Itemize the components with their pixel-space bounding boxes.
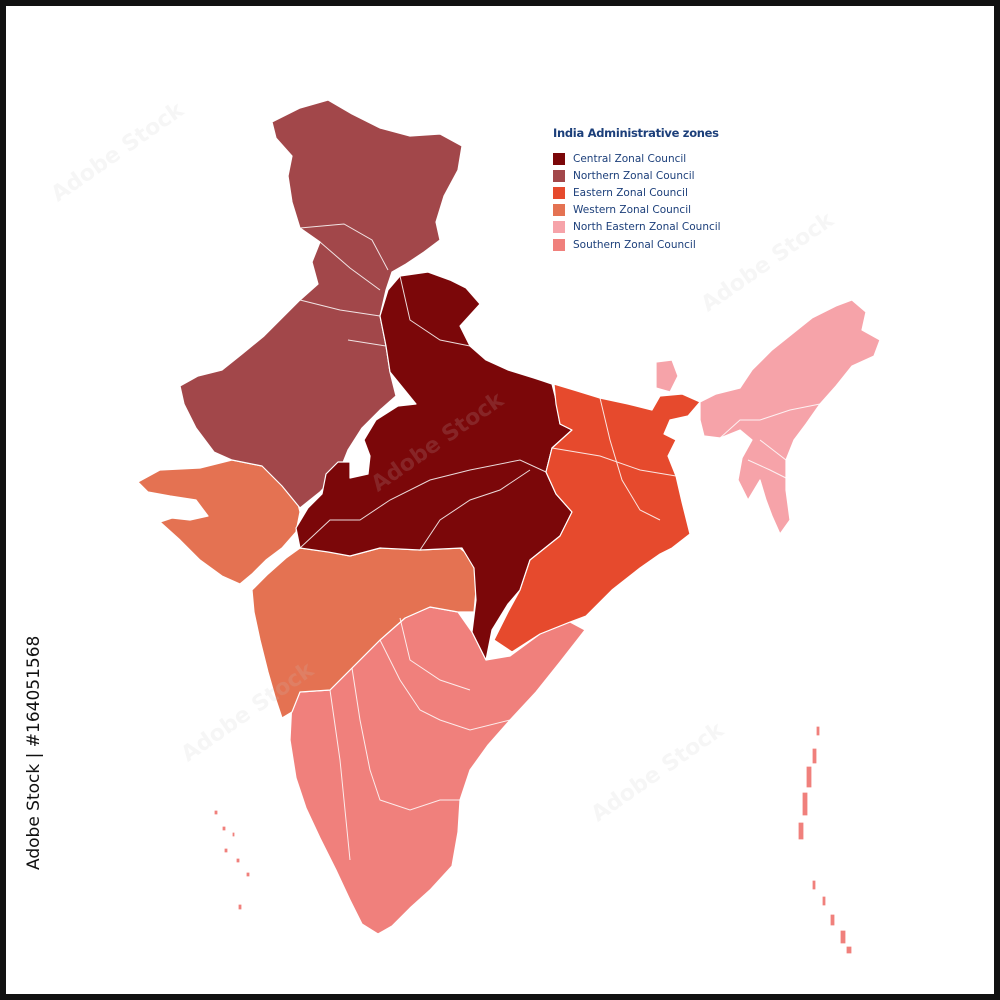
legend-label: Southern Zonal Council xyxy=(573,238,696,251)
legend-label: Western Zonal Council xyxy=(573,204,692,217)
legend-label: Eastern Zonal Council xyxy=(573,186,688,199)
legend-item-western: Western Zonal Council xyxy=(553,202,813,219)
legend-swatch xyxy=(553,204,565,217)
legend-label: Central Zonal Council xyxy=(573,152,687,165)
southern-zone-lakshadweep xyxy=(213,809,251,911)
north-eastern-zone-region xyxy=(699,299,881,535)
eastern-zone-region xyxy=(493,383,701,653)
map-legend: India Administrative zones Central Zonal… xyxy=(553,126,813,253)
stock-id-label: Adobe Stock | #164051568 xyxy=(24,635,44,870)
legend-swatch xyxy=(553,186,565,199)
legend-item-north-eastern: North Eastern Zonal Council xyxy=(553,219,813,236)
southern-zone-andaman-nicobar xyxy=(797,725,853,955)
legend-swatch xyxy=(553,169,565,182)
north-eastern-zone-sikkim xyxy=(655,359,679,393)
legend-item-southern: Southern Zonal Council xyxy=(553,236,813,253)
northern-zone-region xyxy=(179,99,463,509)
central-zone-region xyxy=(295,271,573,661)
legend-swatch xyxy=(553,221,565,234)
legend-swatch xyxy=(553,238,565,251)
legend-item-eastern: Eastern Zonal Council xyxy=(553,184,813,201)
state-boundaries xyxy=(299,223,821,861)
legend-label: Northern Zonal Council xyxy=(573,169,695,182)
legend-title: India Administrative zones xyxy=(553,126,719,140)
legend-swatch xyxy=(553,152,565,165)
legend-item-central: Central Zonal Council xyxy=(553,150,813,167)
legend-item-northern: Northern Zonal Council xyxy=(553,167,813,184)
legend-label: North Eastern Zonal Council xyxy=(573,221,721,234)
